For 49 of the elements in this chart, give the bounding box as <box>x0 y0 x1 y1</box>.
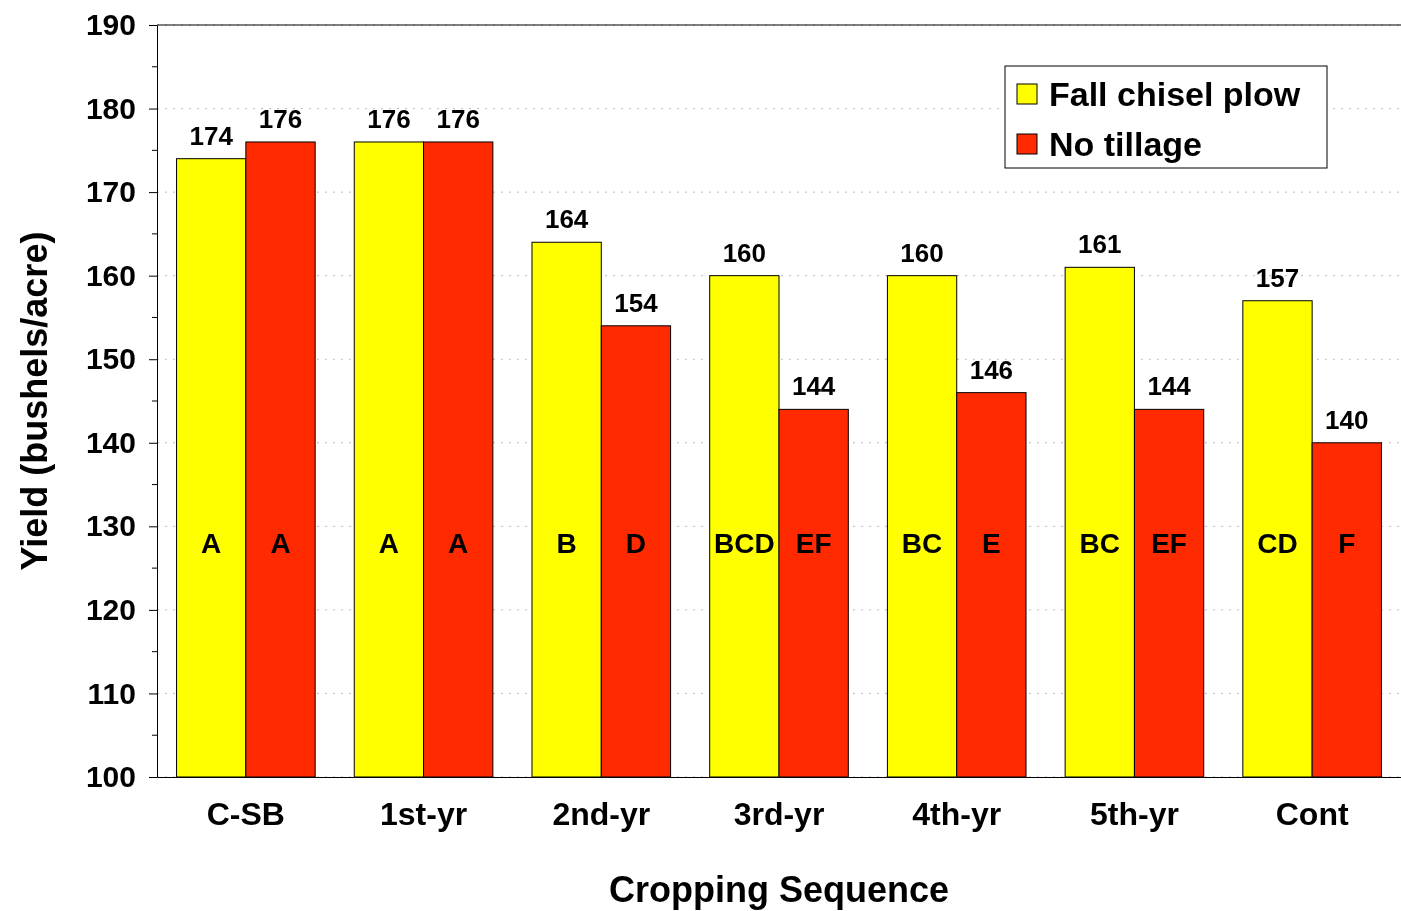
x-tick-label: 2nd-yr <box>552 796 651 832</box>
annotation: A <box>378 528 400 560</box>
x-tick-label: 3rd-yr <box>733 796 825 832</box>
annotation: CD <box>1257 528 1298 560</box>
data-label: 176 <box>436 103 480 134</box>
y-tick-label: 110 <box>87 676 136 710</box>
y-axis-title: Yield (bushels/acre) <box>14 231 55 571</box>
y-tick-label: 120 <box>85 592 136 626</box>
data-label: 164 <box>544 204 589 235</box>
x-tick-label: C-SB <box>206 796 285 832</box>
data-label: 160 <box>722 237 767 268</box>
x-axis-title: Cropping Sequence <box>608 869 950 910</box>
data-label: 157 <box>1255 262 1300 293</box>
data-label: 176 <box>258 103 303 134</box>
data-label: 144 <box>1147 371 1192 402</box>
data-label: 161 <box>1078 229 1122 260</box>
x-tick-label: 5th-yr <box>1089 796 1179 832</box>
y-tick-label: 160 <box>85 258 136 292</box>
data-label: 140 <box>1325 404 1369 435</box>
annotation: F <box>1338 528 1356 560</box>
legend-label: Fall chisel plow <box>1049 75 1301 113</box>
x-tick-label: 4th-yr <box>912 796 1002 832</box>
annotation: BC <box>1079 528 1120 560</box>
data-label: 176 <box>367 103 411 134</box>
annotation: BCD <box>714 528 775 560</box>
x-tick-label: Cont <box>1275 796 1349 832</box>
annotation: D <box>625 528 647 560</box>
annotation: A <box>448 528 469 560</box>
y-tick-label: 180 <box>85 91 136 125</box>
legend-label: No tillage <box>1049 125 1203 163</box>
y-tick-label: 170 <box>85 175 136 209</box>
data-label: 154 <box>614 287 659 318</box>
data-label: 174 <box>189 120 234 151</box>
annotation: A <box>270 528 291 560</box>
data-label: 144 <box>791 371 836 402</box>
y-tick-label: 100 <box>85 760 136 794</box>
annotation: BC <box>901 528 943 560</box>
annotation: EF <box>1151 528 1187 560</box>
annotation: B <box>556 528 577 560</box>
y-tick-label: 140 <box>85 425 136 459</box>
annotation: E <box>982 528 1001 560</box>
x-tick-label: 1st-yr <box>379 796 468 832</box>
annotation: EF <box>795 528 832 560</box>
y-tick-label: 150 <box>85 342 136 376</box>
y-tick-label: 190 <box>85 8 136 42</box>
data-label: 160 <box>900 237 944 268</box>
data-label: 146 <box>969 354 1014 385</box>
y-tick-label: 130 <box>85 509 136 543</box>
annotation: A <box>201 528 222 560</box>
